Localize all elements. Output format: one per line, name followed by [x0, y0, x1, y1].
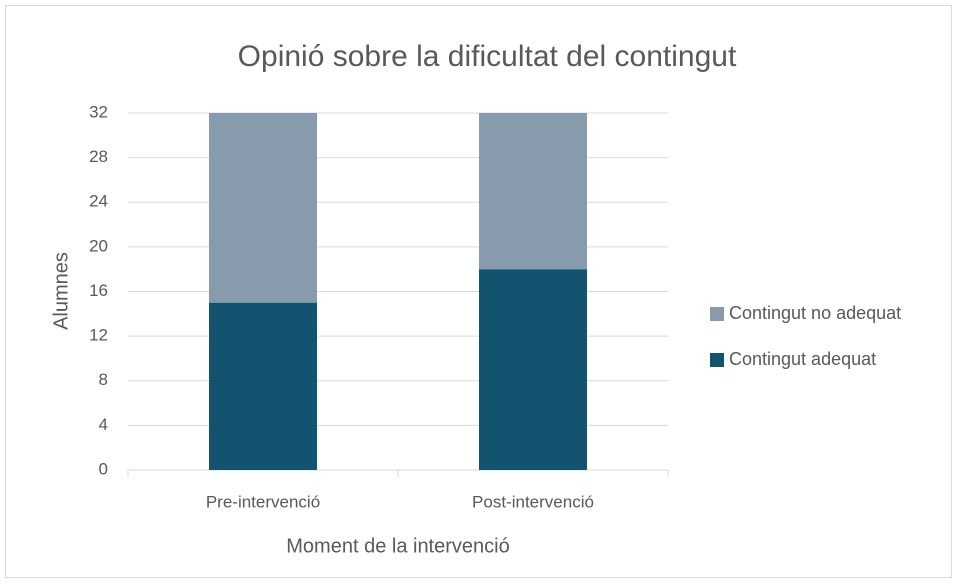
y-axis-label: Alumnes — [50, 252, 72, 330]
bar-segment — [209, 113, 317, 303]
legend-swatch — [710, 307, 724, 321]
chart-title: Opinió sobre la dificultat del contingut — [238, 40, 737, 73]
y-tick-label: 28 — [89, 147, 108, 166]
x-tick-label: Pre-intervenció — [206, 492, 320, 511]
bar-segment — [479, 269, 587, 470]
x-axis-label: Moment de la intervenció — [286, 535, 509, 557]
legend-label: Contingut no adequat — [729, 303, 901, 323]
y-tick-label: 24 — [89, 192, 108, 211]
legend-label: Contingut adequat — [729, 349, 876, 369]
y-tick-label: 16 — [89, 281, 108, 300]
y-tick-label: 4 — [99, 415, 108, 434]
legend-swatch — [710, 353, 724, 367]
y-tick-label: 20 — [89, 236, 108, 255]
x-tick-label: Post-intervenció — [472, 492, 594, 511]
y-tick-label: 0 — [99, 459, 108, 478]
bar-segment — [479, 113, 587, 270]
y-tick-label: 8 — [99, 370, 108, 389]
bar-segment — [209, 302, 317, 470]
y-tick-label: 12 — [89, 326, 108, 345]
y-tick-label: 32 — [89, 102, 108, 121]
